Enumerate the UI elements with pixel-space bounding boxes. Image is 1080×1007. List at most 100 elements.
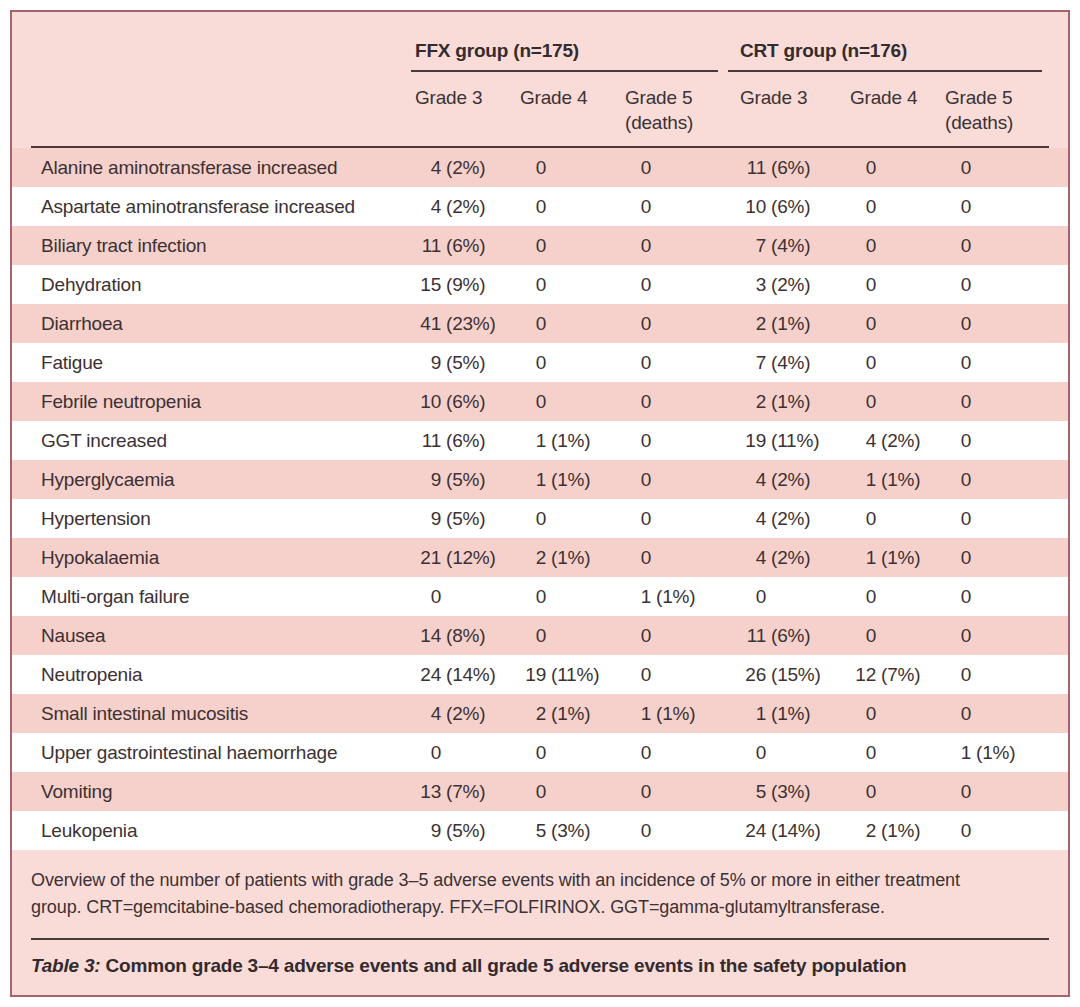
value-cell: 0: [935, 624, 1068, 647]
value-cell: 0: [615, 546, 730, 569]
value-cell: 0: [615, 273, 730, 296]
column-header-ffx-grade3: Grade 3: [405, 85, 510, 135]
value-cell: 2(1%): [840, 819, 935, 842]
value-cell: 0: [935, 351, 1068, 374]
value-cell: 0: [840, 702, 935, 725]
event-name: Vomiting: [12, 780, 405, 803]
value-cell: 0: [840, 507, 935, 530]
value-cell: 1(1%): [840, 546, 935, 569]
table-row: Aspartate aminotransferase increased4(2%…: [12, 187, 1068, 226]
value-cell: 1(1%): [615, 702, 730, 725]
table-row: Leukopenia9(5%)5(3%)024(14%)2(1%)0: [12, 811, 1068, 850]
group-header-ffx: FFX group (n=175): [411, 40, 718, 72]
table-row: Diarrhoea41(23%)002(1%)00: [12, 304, 1068, 343]
value-cell: 2(1%): [730, 312, 840, 335]
value-cell: 0: [935, 585, 1068, 608]
value-cell: 0: [730, 741, 840, 764]
value-cell: 0: [510, 156, 615, 179]
value-cell: 21(12%): [405, 546, 510, 569]
value-cell: 24(14%): [730, 819, 840, 842]
adverse-events-table-panel: FFX group (n=175) CRT group (n=176) Grad…: [10, 10, 1070, 997]
value-cell: 0: [510, 507, 615, 530]
value-cell: 4(2%): [405, 195, 510, 218]
value-cell: 0: [840, 780, 935, 803]
value-cell: 0: [935, 195, 1068, 218]
event-name: Nausea: [12, 624, 405, 647]
value-cell: 4(2%): [730, 468, 840, 491]
value-cell: 0: [935, 390, 1068, 413]
group-header-spacer: [12, 40, 405, 72]
value-cell: 0: [510, 195, 615, 218]
table-row: Nausea14(8%)0011(6%)00: [12, 616, 1068, 655]
value-cell: 0: [935, 702, 1068, 725]
value-cell: 24(14%): [405, 663, 510, 686]
group-header-row: FFX group (n=175) CRT group (n=176): [12, 12, 1068, 72]
value-cell: 1(1%): [510, 468, 615, 491]
value-cell: 0: [935, 780, 1068, 803]
event-name: Biliary tract infection: [12, 234, 405, 257]
table-row: Vomiting13(7%)005(3%)00: [12, 772, 1068, 811]
value-cell: 0: [615, 741, 730, 764]
column-header-crt-grade3: Grade 3: [730, 85, 840, 135]
event-name: Fatigue: [12, 351, 405, 374]
column-header-crt-grade5: Grade 5 (deaths): [935, 85, 1068, 135]
value-cell: 0: [510, 741, 615, 764]
value-cell: 0: [840, 312, 935, 335]
value-cell: 0: [510, 234, 615, 257]
value-cell: 11(6%): [405, 429, 510, 452]
value-cell: 0: [510, 351, 615, 374]
table-row: Fatigue9(5%)007(4%)00: [12, 343, 1068, 382]
value-cell: 0: [840, 351, 935, 374]
event-name: Hyperglycaemia: [12, 468, 405, 491]
table-row: Neutropenia24(14%)19(11%)026(15%)12(7%)0: [12, 655, 1068, 694]
value-cell: 5(3%): [510, 819, 615, 842]
value-cell: 0: [840, 585, 935, 608]
value-cell: 2(1%): [510, 546, 615, 569]
page: FFX group (n=175) CRT group (n=176) Grad…: [0, 0, 1080, 1007]
event-name: Small intestinal mucositis: [12, 702, 405, 725]
column-header-ffx-grade4: Grade 4: [510, 85, 615, 135]
column-header-spacer: [12, 85, 405, 135]
group-header-ffx-label: FFX group (n=175): [415, 40, 579, 61]
column-header-crt-grade4: Grade 4: [840, 85, 935, 135]
value-cell: 1(1%): [935, 741, 1068, 764]
value-cell: 1(1%): [615, 585, 730, 608]
value-cell: 0: [615, 468, 730, 491]
table-row: Alanine aminotransferase increased4(2%)0…: [12, 148, 1068, 187]
footnote: Overview of the number of patients with …: [12, 850, 1030, 938]
value-cell: 11(6%): [405, 234, 510, 257]
value-cell: 0: [840, 273, 935, 296]
value-cell: 0: [935, 546, 1068, 569]
value-cell: 14(8%): [405, 624, 510, 647]
value-cell: 0: [510, 390, 615, 413]
table-row: Febrile neutropenia10(6%)002(1%)00: [12, 382, 1068, 421]
table-caption-number: Table 3:: [31, 955, 101, 976]
event-name: Febrile neutropenia: [12, 390, 405, 413]
value-cell: 0: [615, 780, 730, 803]
value-cell: 19(11%): [730, 429, 840, 452]
group-header-crt-label: CRT group (n=176): [740, 40, 907, 61]
value-cell: 0: [935, 663, 1068, 686]
value-cell: 0: [615, 507, 730, 530]
value-cell: 0: [840, 156, 935, 179]
value-cell: 5(3%): [730, 780, 840, 803]
value-cell: 4(2%): [405, 702, 510, 725]
value-cell: 0: [935, 312, 1068, 335]
value-cell: 12(7%): [840, 663, 935, 686]
table-row: Dehydration15(9%)003(2%)00: [12, 265, 1068, 304]
value-cell: 0: [615, 663, 730, 686]
value-cell: 0: [405, 741, 510, 764]
value-cell: 11(6%): [730, 624, 840, 647]
value-cell: 13(7%): [405, 780, 510, 803]
value-cell: 3(2%): [730, 273, 840, 296]
value-cell: 9(5%): [405, 351, 510, 374]
table-body: Alanine aminotransferase increased4(2%)0…: [12, 148, 1068, 850]
value-cell: 0: [615, 156, 730, 179]
event-name: Upper gastrointestinal haemorrhage: [12, 741, 405, 764]
event-name: Alanine aminotransferase increased: [12, 156, 405, 179]
table-row: Multi-organ failure001(1%)000: [12, 577, 1068, 616]
table-row: GGT increased11(6%)1(1%)019(11%)4(2%)0: [12, 421, 1068, 460]
table-row: Small intestinal mucositis4(2%)2(1%)1(1%…: [12, 694, 1068, 733]
value-cell: 4(2%): [730, 507, 840, 530]
event-name: Hypertension: [12, 507, 405, 530]
